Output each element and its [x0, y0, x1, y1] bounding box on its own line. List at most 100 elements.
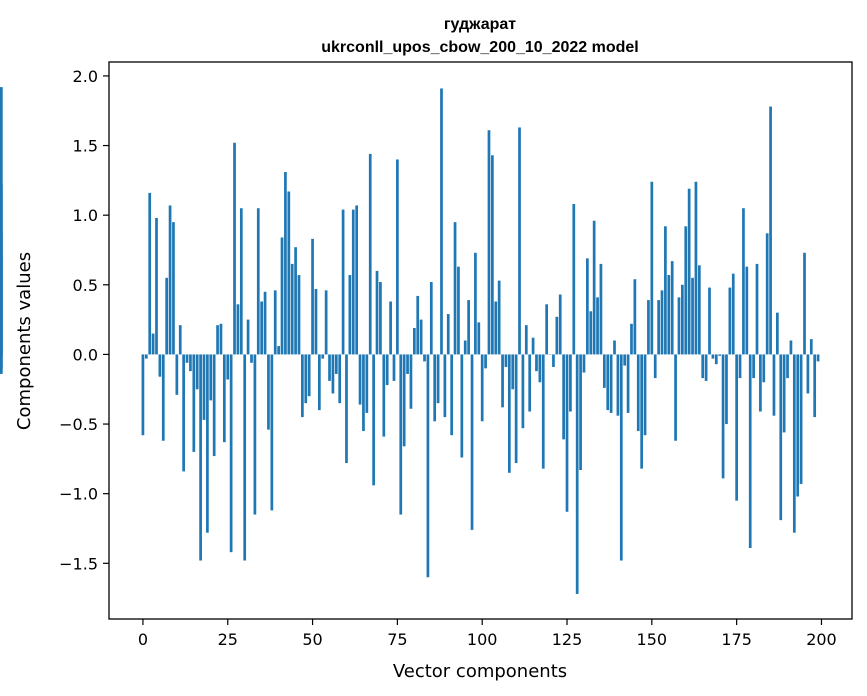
chart-subtitle: ukrconll_upos_cbow_200_10_2022 model [321, 39, 638, 56]
bar [491, 155, 494, 355]
bar [175, 354, 179, 395]
x-tick-label: 0 [138, 630, 148, 649]
bar [762, 354, 766, 383]
bar [389, 301, 392, 355]
bar [528, 354, 532, 412]
plot-frame [108, 61, 853, 620]
bar [602, 354, 606, 388]
x-axis-label: Vector components [393, 661, 567, 682]
y-tick-label: 1.0 [73, 206, 98, 225]
y-axis-label: Components values [14, 252, 35, 430]
bar [446, 314, 450, 355]
bar [616, 354, 620, 416]
bar [396, 159, 399, 355]
bar [609, 354, 613, 413]
bar [552, 354, 555, 367]
bar [141, 354, 145, 436]
bar [677, 297, 681, 355]
bar [443, 354, 447, 418]
bar [0, 184, 3, 355]
bar [670, 261, 674, 355]
bar [151, 333, 155, 355]
bar [792, 354, 796, 533]
bar [667, 275, 671, 355]
bar [653, 354, 657, 379]
bar [301, 354, 304, 418]
y-tick-label: 0.0 [73, 345, 98, 364]
bar [372, 354, 375, 486]
bar [745, 266, 749, 355]
bar [426, 354, 430, 578]
bar [267, 354, 270, 430]
bar [623, 354, 627, 366]
bar [518, 127, 521, 355]
bar [239, 208, 243, 355]
bar [429, 282, 433, 355]
bar [0, 354, 3, 369]
bar [202, 354, 206, 420]
bar [809, 339, 813, 355]
x-tick-label: 100 [467, 630, 498, 649]
bar [467, 300, 470, 355]
bar [144, 354, 148, 359]
bar [450, 354, 454, 436]
bar [178, 325, 182, 355]
bar [402, 354, 406, 447]
bar [253, 354, 257, 515]
bar [779, 354, 783, 521]
bar [233, 142, 236, 355]
bar [650, 181, 654, 355]
bar [341, 209, 345, 355]
y-tick-label: 1.5 [73, 137, 98, 156]
bar [212, 354, 216, 457]
bar [633, 279, 637, 355]
bar [714, 354, 718, 365]
bars-group [0, 87, 820, 594]
bar [250, 354, 253, 363]
bar [721, 354, 725, 479]
x-axis-ticks: 0 25 50 75 100 125 150 175 200 [138, 619, 837, 649]
bar [681, 284, 684, 355]
y-axis-ticks: −1.5 −1.0 −0.5 0.0 0.5 1.0 1.5 2.0 [59, 67, 109, 573]
bar [575, 354, 579, 594]
bar [423, 354, 426, 362]
bar [704, 354, 708, 381]
bar [735, 354, 738, 501]
bar [236, 304, 240, 355]
x-tick-label: 125 [552, 630, 583, 649]
bar [392, 354, 396, 381]
bar [161, 354, 165, 441]
bar [782, 354, 786, 433]
chart-title: гуджарат [444, 16, 516, 33]
bar [277, 346, 280, 355]
x-tick-label: 50 [302, 630, 322, 649]
bar [816, 354, 820, 362]
bar [524, 325, 528, 355]
bar [399, 354, 403, 515]
bar [531, 337, 535, 355]
y-tick-label: −1.5 [59, 554, 98, 573]
bar [216, 325, 219, 355]
bar [453, 222, 457, 355]
bar [270, 354, 274, 511]
bar [772, 354, 776, 416]
bar [284, 172, 287, 355]
bar [769, 106, 772, 355]
bar [619, 354, 623, 561]
bar [324, 290, 328, 355]
bar [287, 191, 291, 355]
bar [687, 188, 691, 355]
bar [507, 354, 511, 473]
bar [596, 297, 599, 355]
bar [738, 354, 742, 379]
bar [504, 354, 508, 367]
bar [419, 319, 423, 355]
bar [355, 205, 359, 355]
bar [345, 354, 348, 464]
bar [487, 130, 491, 355]
bar [470, 354, 474, 530]
bar [189, 354, 192, 372]
y-tick-label: −1.0 [59, 485, 98, 504]
bar [219, 323, 223, 355]
